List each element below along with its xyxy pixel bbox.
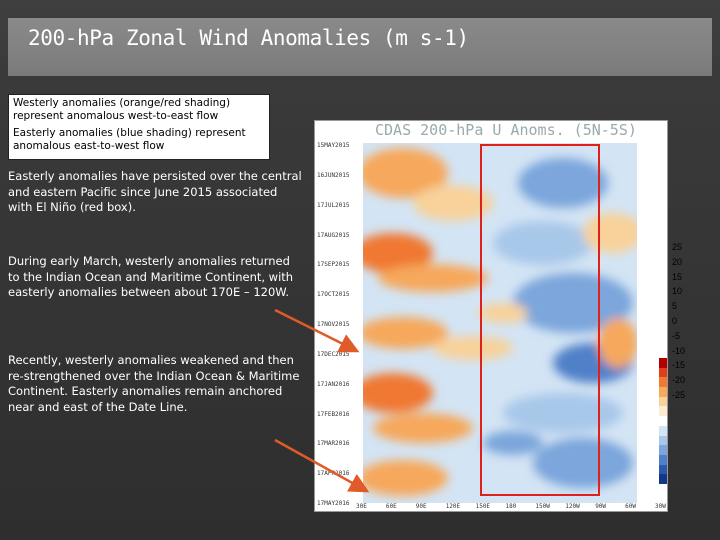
longitude-label: 60W xyxy=(625,503,636,510)
time-label: 17AUG2015 xyxy=(317,231,350,239)
longitude-label: 90W xyxy=(595,503,607,510)
colorbar-label: -15 xyxy=(672,360,686,371)
legend-callout: Westerly anomalies (orange/red shading) … xyxy=(8,94,270,160)
time-label: 17JAN2016 xyxy=(317,380,350,388)
colorbar-label: -25 xyxy=(672,390,686,400)
time-label: 17SEP2015 xyxy=(317,261,350,269)
colorbar-label: 25 xyxy=(672,242,683,252)
colorbar-label: -5 xyxy=(672,330,681,341)
figure-title: CDAS 200-hPa U Anoms. (5N-5S) xyxy=(375,121,637,139)
hovmoller-shading xyxy=(363,143,637,503)
time-label: 17DEC2015 xyxy=(317,350,350,358)
westerly-note: Westerly anomalies (orange/red shading) … xyxy=(13,97,231,122)
paragraph-el-nino: Easterly anomalies have persisted over t… xyxy=(8,169,302,214)
easterly-note: Easterly anomalies (blue shading) repres… xyxy=(13,127,246,152)
time-label: 16JUN2015 xyxy=(317,171,350,179)
paragraph-recent: Recently, westerly anomalies weakened an… xyxy=(8,353,300,414)
longitude-label: 150W xyxy=(535,503,550,510)
title-bar xyxy=(8,18,712,76)
colorbar-label: 20 xyxy=(672,256,683,267)
longitude-label: 150E xyxy=(475,503,491,510)
colorbar xyxy=(659,358,667,484)
hovmoller-figure: CDAS 200-hPa U Anoms. (5N-5S) xyxy=(314,120,668,512)
el-nino-red-box xyxy=(480,144,600,496)
longitude-label: 180 xyxy=(505,503,517,510)
longitude-label: 30W xyxy=(655,503,666,510)
time-label: 17MAR2016 xyxy=(317,440,350,448)
colorbar-label: -10 xyxy=(672,345,686,356)
paragraph-early-march: During early March, westerly anomalies r… xyxy=(8,254,294,299)
arrow-early-march xyxy=(274,308,360,353)
time-label: 17MAY2016 xyxy=(317,500,350,507)
time-label: 17FEB2016 xyxy=(317,410,350,418)
colorbar-label: 10 xyxy=(672,286,683,297)
colorbar-label: 0 xyxy=(672,316,678,326)
time-label: 17NOV2015 xyxy=(317,321,350,328)
longitude-label: 120W xyxy=(565,503,580,510)
longitude-label: 60E xyxy=(385,503,397,510)
colorbar-label: 5 xyxy=(672,301,678,312)
colorbar-label: -20 xyxy=(672,375,686,386)
time-label: 17OCT2015 xyxy=(317,291,350,299)
longitude-label: 30E xyxy=(356,503,367,510)
time-label: 15MAY2015 xyxy=(317,142,350,149)
arrow-recent xyxy=(274,438,370,493)
time-label: 17JUL2015 xyxy=(317,201,350,209)
longitude-label: 120E xyxy=(445,503,461,510)
slide-title: 200-hPa Zonal Wind Anomalies (m s-1) xyxy=(28,26,469,50)
longitude-label: 90E xyxy=(415,503,427,510)
colorbar-label: 15 xyxy=(672,271,683,282)
